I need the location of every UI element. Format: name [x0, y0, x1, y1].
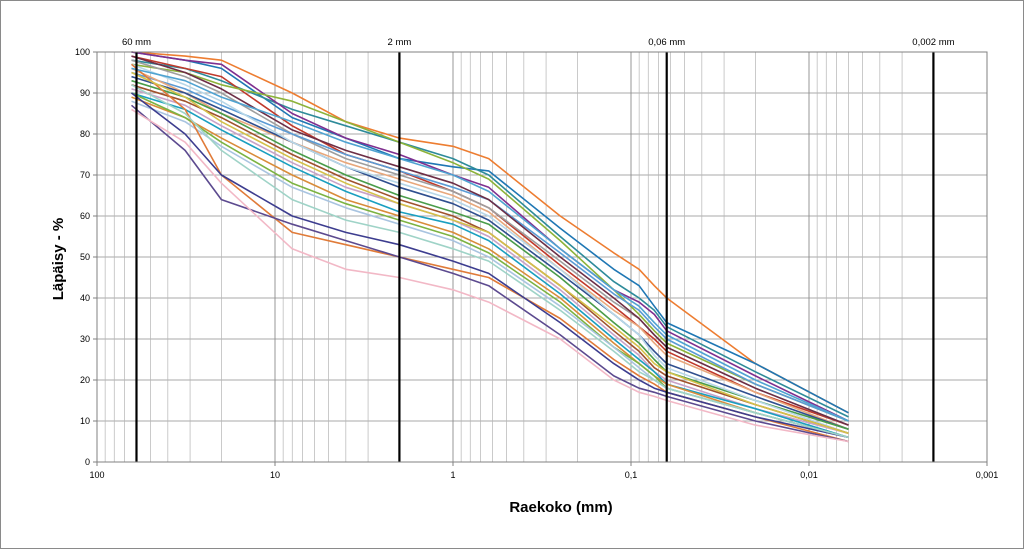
series-line — [131, 55, 849, 426]
reference-label: 2 mm — [388, 37, 412, 48]
series-line — [131, 108, 849, 443]
y-tick-label: 100 — [75, 47, 90, 57]
y-tick-label: 0 — [85, 457, 90, 467]
series-line — [131, 92, 849, 439]
x-tick-label: 1 — [450, 470, 455, 480]
series-line — [131, 96, 849, 439]
series-line — [131, 92, 849, 439]
series-line — [131, 63, 849, 435]
y-tick-label: 30 — [80, 334, 90, 344]
series-line — [131, 88, 849, 435]
y-tick-label: 80 — [80, 129, 90, 139]
x-tick-label: 0,001 — [976, 470, 999, 480]
series-group — [130, 51, 849, 443]
y-tick-label: 50 — [80, 252, 90, 262]
series-line — [131, 51, 849, 414]
y-axis-title: Läpäisy - % — [50, 218, 67, 301]
x-axis-title: Raekoko (mm) — [509, 499, 612, 516]
y-tick-label: 90 — [80, 88, 90, 98]
series-line — [131, 67, 849, 430]
y-tick-label: 60 — [80, 211, 90, 221]
series-line — [131, 84, 849, 439]
reference-label: 0,002 mm — [912, 37, 954, 48]
series-line — [131, 75, 849, 430]
series-line — [131, 63, 849, 422]
x-tick-label: 100 — [89, 470, 104, 480]
x-tick-label: 0,01 — [800, 470, 818, 480]
series-line — [130, 63, 849, 443]
series-line — [131, 67, 849, 422]
series-line — [131, 71, 849, 435]
x-tick-label: 0,1 — [625, 470, 638, 480]
y-tick-label: 10 — [80, 416, 90, 426]
y-axis: 0 10 20 30 40 50 60 70 80 90 100 — [75, 47, 97, 467]
series-line — [131, 79, 849, 430]
reference-label: 60 mm — [122, 37, 151, 48]
y-tick-label: 20 — [80, 375, 90, 385]
series-line — [131, 51, 849, 422]
series-line — [130, 104, 849, 443]
x-tick-label: 10 — [270, 470, 280, 480]
y-tick-label: 70 — [80, 170, 90, 180]
series-line — [131, 51, 849, 414]
reference-lines: 60 mm 2 mm 0,06 mm 0,002 mm — [122, 37, 955, 462]
x-axis: 100 10 1 0,1 0,01 0,001 — [89, 462, 998, 480]
y-tick-label: 40 — [80, 293, 90, 303]
reference-label: 0,06 mm — [648, 37, 685, 48]
series-line — [131, 92, 849, 439]
